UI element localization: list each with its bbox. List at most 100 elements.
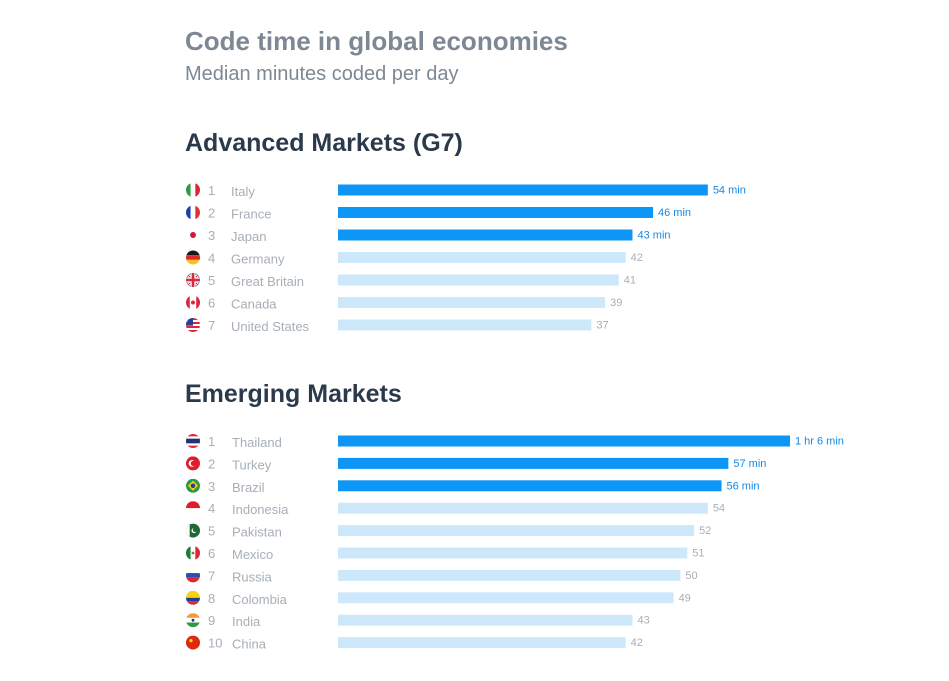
canada-flag-icon (186, 295, 200, 310)
page-title: Code time in global economies (185, 26, 568, 56)
category-label: Canada (231, 297, 277, 312)
rank-label: 4 (208, 501, 215, 516)
rank-label: 10 (208, 636, 222, 651)
value-label: 42 (631, 637, 643, 649)
bar (338, 229, 633, 241)
category-label: Japan (231, 229, 266, 244)
bar-row: 10 China 42 (186, 635, 643, 652)
rank-label: 7 (208, 318, 215, 333)
category-label: China (232, 637, 267, 652)
value-label: 57 min (733, 458, 766, 470)
rank-label: 6 (208, 296, 215, 311)
mexico-flag-icon (186, 546, 200, 560)
indonesia-flag-icon (186, 501, 200, 516)
rank-label: 5 (208, 524, 215, 539)
bar (338, 637, 626, 649)
bar (338, 480, 722, 492)
value-label: 54 (713, 503, 725, 515)
value-label: 1 hr 6 min (795, 436, 844, 448)
emerging-markets-title: Emerging Markets (185, 380, 402, 408)
bar (338, 457, 729, 469)
category-label: Pakistan (232, 525, 282, 540)
bar-row: 6 Canada 39 (186, 295, 622, 312)
value-label: 43 min (637, 230, 670, 242)
japan-flag-icon (186, 228, 200, 242)
category-label: Germany (231, 252, 285, 267)
category-label: Indonesia (232, 502, 289, 517)
bar-row: 8 Colombia 49 (186, 590, 691, 607)
germany-flag-icon (186, 250, 200, 265)
value-label: 46 min (658, 207, 691, 219)
rank-label: 2 (208, 456, 215, 471)
rank-label: 1 (208, 183, 215, 198)
bar (338, 319, 592, 331)
value-label: 49 (679, 592, 691, 604)
bar-row: 2 Turkey 57 min (186, 456, 766, 472)
bar-row: 3 Japan 43 min (186, 228, 671, 244)
russia-flag-icon (186, 568, 200, 583)
bar-row: 7 United States 37 (186, 318, 609, 334)
bar-row: 9 India 43 (186, 613, 650, 629)
bar-row: 1 Italy 54 min (186, 183, 746, 199)
pakistan-flag-icon (186, 523, 200, 538)
rank-label: 3 (208, 228, 215, 243)
chart-group-0: 1 Italy 54 min 2 France 46 min 3 Japan 43 min 4 Ge… (186, 183, 746, 334)
bar (338, 184, 708, 196)
value-label: 56 min (727, 480, 760, 492)
thailand-flag-icon (186, 434, 200, 448)
rank-label: 4 (208, 251, 215, 266)
china-flag-icon (186, 635, 200, 650)
rank-label: 1 (208, 434, 215, 449)
rank-label: 7 (208, 568, 215, 583)
value-label: 50 (685, 570, 697, 582)
value-label: 54 min (713, 185, 746, 197)
category-label: United States (231, 319, 310, 334)
category-label: Turkey (232, 457, 272, 472)
united-states-flag-icon (186, 318, 200, 332)
category-label: Italy (231, 184, 255, 199)
bar-row: 5 Pakistan 52 (186, 523, 711, 540)
bar (338, 274, 619, 286)
value-label: 39 (610, 297, 622, 309)
bar (338, 569, 681, 581)
india-flag-icon (186, 613, 200, 628)
value-label: 37 (596, 320, 608, 332)
advanced-markets-title: Advanced Markets (G7) (185, 129, 463, 157)
value-label: 42 (631, 252, 643, 264)
category-label: France (231, 207, 271, 222)
bar-row: 5 Great Britain 41 (186, 273, 636, 289)
colombia-flag-icon (186, 590, 200, 605)
category-label: Mexico (232, 547, 273, 562)
bar (338, 592, 674, 604)
rank-label: 9 (208, 613, 215, 628)
value-label: 41 (624, 275, 636, 287)
bar (338, 525, 695, 537)
turkey-flag-icon (186, 456, 200, 471)
value-label: 43 (637, 615, 649, 627)
rank-label: 6 (208, 546, 215, 561)
bar-row: 6 Mexico 51 (186, 546, 705, 562)
bar (338, 435, 790, 447)
rank-label: 3 (208, 479, 215, 494)
value-label: 51 (692, 548, 704, 560)
brazil-flag-icon (186, 478, 200, 493)
bar-row: 4 Germany 42 (186, 250, 643, 267)
rank-label: 8 (208, 591, 215, 606)
bar-row: 2 France 46 min (186, 205, 691, 222)
category-label: India (232, 614, 261, 629)
category-label: Thailand (232, 435, 282, 450)
bar (338, 502, 708, 514)
chart-group-1: 1 Thailand 1 hr 6 min 2 Turkey 57 min 3 Brazil 5… (186, 434, 844, 652)
bar-row: 1 Thailand 1 hr 6 min (186, 434, 844, 450)
great-britain-flag-icon (186, 273, 200, 287)
bar-row: 7 Russia 50 (186, 568, 698, 584)
bar (338, 547, 688, 559)
rank-label: 5 (208, 273, 215, 288)
category-label: Russia (232, 569, 273, 584)
bar (338, 297, 606, 308)
bar-row: 3 Brazil 56 min (186, 478, 760, 495)
value-label: 52 (699, 525, 711, 537)
page-subtitle: Median minutes coded per day (185, 63, 459, 85)
